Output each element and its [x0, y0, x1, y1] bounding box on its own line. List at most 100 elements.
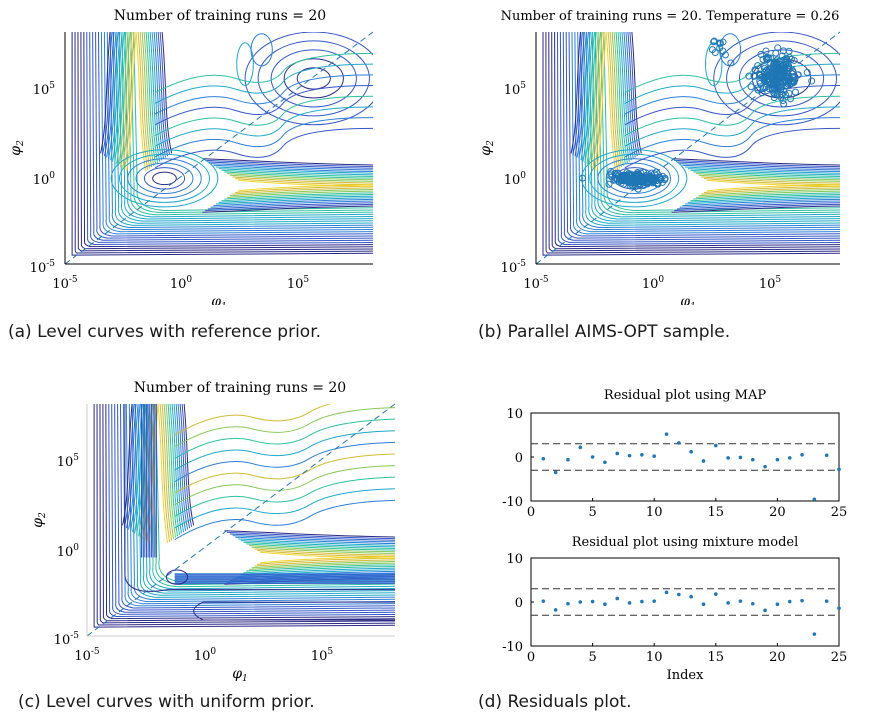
- contour-line: [703, 185, 840, 193]
- contour-line: [229, 189, 373, 197]
- panel-d-chart: Residual plot using MAP 0 5 10 15 20 25 10 0 -10…: [502, 388, 847, 683]
- contour-line: [581, 149, 688, 208]
- contour-line: [283, 58, 344, 99]
- contour-line: [235, 185, 373, 193]
- y-tick-label: 100: [33, 171, 56, 188]
- sample-point: [625, 178, 633, 186]
- residual-point: [763, 608, 767, 613]
- sample-point: [772, 59, 780, 67]
- sample-point: [767, 54, 775, 62]
- sample-point: [779, 61, 787, 69]
- contour-line: [159, 404, 171, 542]
- contour-line: [128, 404, 139, 530]
- contour-line: [690, 193, 840, 202]
- contour-line: [246, 543, 395, 551]
- sample-point: [579, 174, 587, 182]
- contour-line: [232, 176, 373, 184]
- sample-point: [605, 180, 613, 188]
- contour-line: [705, 42, 723, 87]
- contour-line: [174, 488, 395, 529]
- contour-line: [105, 404, 395, 620]
- sample-point: [772, 80, 780, 88]
- contour-line: [597, 32, 840, 216]
- contour-line: [224, 192, 373, 200]
- contour-line: [254, 559, 395, 567]
- contour-line: [110, 149, 219, 208]
- contour-line: [193, 601, 395, 621]
- contour-line: [588, 32, 840, 222]
- contour-line: [118, 32, 373, 222]
- contour-line: [124, 404, 395, 592]
- contour-line: [545, 32, 840, 254]
- residual-points: 0 5 10 15 20 25 10 0 -10: [502, 552, 847, 665]
- contour-line: [251, 561, 395, 569]
- contour-line: [205, 159, 373, 168]
- x-tick-label: 10-5: [523, 275, 549, 292]
- residual-points: 0 5 10 15 20 25 10 0 -10: [502, 407, 847, 520]
- sample-point: [785, 47, 793, 55]
- contour-line: [124, 32, 135, 170]
- chart-title: Number of training runs = 20. Temperatur…: [501, 9, 840, 24]
- y-tick-label: 10-5: [501, 259, 527, 276]
- contour-line: [106, 32, 117, 158]
- y-tick-label: 100: [504, 171, 527, 188]
- contour-line: [154, 52, 373, 94]
- reference-diagonal: [86, 403, 396, 637]
- contour-line: [565, 32, 840, 239]
- contour-line: [137, 32, 149, 170]
- contour-line: [130, 404, 141, 531]
- contour-line: [174, 407, 395, 448]
- residual-point: [701, 602, 706, 606]
- y-tick-label: 105: [33, 81, 56, 98]
- x-tick-label: 100: [170, 275, 193, 292]
- sample-point: [727, 59, 735, 67]
- residual-point: [750, 601, 755, 606]
- contour-line: [174, 418, 395, 459]
- sample-points: [579, 37, 816, 193]
- contour-line: [597, 158, 671, 199]
- residual-point: [590, 599, 595, 604]
- sample-point: [770, 69, 778, 77]
- sample-point: [623, 169, 631, 177]
- residual-point: [652, 599, 656, 603]
- caption-c: (c) Level curves with uniform prior.: [18, 692, 315, 712]
- sample-point: [760, 75, 768, 83]
- contour-line: [257, 549, 395, 558]
- residual-point: [603, 460, 607, 465]
- contour-line: [202, 158, 373, 166]
- sample-point: [716, 44, 724, 52]
- contour-line: [248, 562, 395, 570]
- sample-point: [771, 84, 779, 92]
- residual-point: [726, 456, 730, 460]
- residual-point: [812, 632, 817, 636]
- contour-line: [224, 171, 373, 179]
- contour-line: [167, 404, 179, 537]
- sample-point: [772, 49, 780, 57]
- x-tick-label: 105: [759, 275, 782, 292]
- x-tick-label: 0: [527, 650, 535, 665]
- sample-point: [757, 50, 765, 58]
- y-tick-label: 105: [504, 81, 527, 98]
- plot-frame: [530, 557, 840, 647]
- sample-point: [635, 176, 643, 184]
- contour-line: [157, 32, 169, 157]
- contour-line: [161, 404, 173, 541]
- contour-line: [671, 158, 840, 166]
- sample-point: [787, 95, 795, 103]
- caption-a: (a) Level curves with reference prior.: [8, 322, 322, 342]
- sample-point: [760, 65, 768, 73]
- contour-line: [126, 404, 137, 529]
- reference-diagonal: [535, 31, 841, 265]
- contour-line: [596, 32, 607, 172]
- contour-line: [574, 32, 585, 157]
- contour-line: [95, 32, 373, 239]
- x-axis-label: φ1: [680, 294, 696, 305]
- contour-line: [703, 177, 840, 186]
- contour-line: [207, 202, 373, 210]
- contour-line: [571, 32, 840, 235]
- residual-point: [640, 599, 644, 604]
- contour-line: [125, 404, 395, 605]
- contour-line: [682, 164, 840, 173]
- x-tick-label: 5: [588, 505, 596, 520]
- contour-line: [114, 404, 395, 613]
